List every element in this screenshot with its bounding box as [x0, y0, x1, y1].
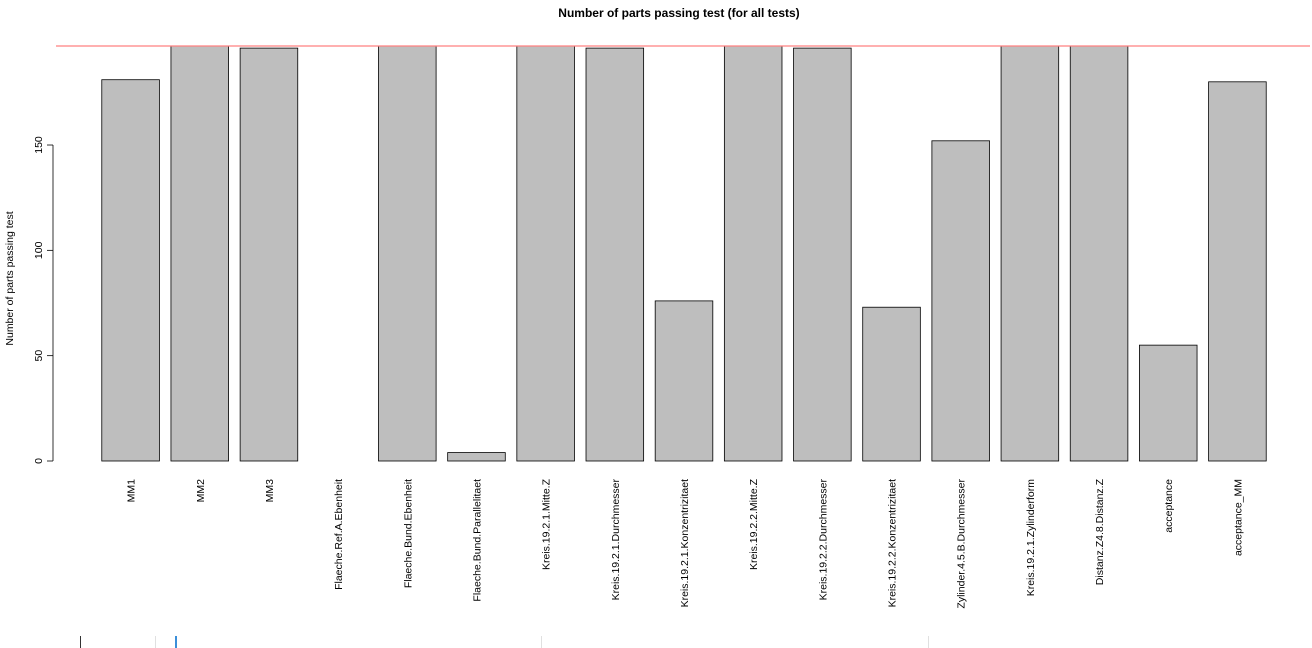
window-edge-fragment — [175, 636, 177, 648]
x-axis-labels: MM1 MM2 MM3 Flaeche.Ref.A.Ebenheit Flaeche.B… — [126, 478, 1245, 608]
x-tick-label: Kreis.19.2.1.Konzentrizitaet — [679, 479, 691, 607]
x-tick-label: Kreis.19.2.1.Mitte.Z — [541, 478, 553, 570]
x-tick-label: Kreis.19.2.2.Durchmesser — [817, 479, 829, 601]
x-tick-label: MM1 — [126, 479, 138, 502]
x-tick-label: Kreis.19.2.1.Durchmesser — [610, 479, 622, 601]
x-tick-label: MM3 — [264, 479, 276, 502]
bar — [931, 140, 990, 462]
x-tick-label: Distanz.Z4.8.Distanz.Z — [1094, 478, 1106, 585]
x-tick-label: Kreis.19.2.2.Konzentrizitaet — [887, 479, 899, 607]
x-tick-label: acceptance_MM — [1232, 479, 1244, 556]
bar — [447, 452, 506, 462]
y-tick-label: 50 — [33, 350, 45, 362]
y-tick-label: 150 — [33, 136, 45, 154]
bar — [1208, 81, 1267, 462]
bar — [862, 306, 921, 462]
bar — [1139, 344, 1198, 462]
bars-group — [101, 45, 1267, 462]
x-tick-label: Flaeche.Bund.Ebenheit — [402, 479, 414, 588]
y-axis-label: Number of parts passing test — [4, 211, 16, 345]
bar — [378, 45, 437, 462]
bar — [723, 45, 783, 462]
y-tick-label: 100 — [33, 241, 45, 259]
y-tick-label: 0 — [33, 458, 45, 464]
x-tick-label: Zylinder.4.5.B.Durchmesser — [956, 479, 968, 609]
bar — [1069, 45, 1129, 462]
bar — [585, 47, 645, 462]
window-edge-fragment — [928, 636, 929, 648]
x-tick-label: MM2 — [195, 479, 207, 502]
bar — [239, 47, 299, 462]
x-tick-label: Kreis.19.2.2.Mitte.Z — [748, 478, 760, 570]
y-axis: 0 50 100 150 — [33, 136, 54, 464]
x-tick-label: Flaeche.Bund.Parallelitaet — [471, 479, 483, 602]
x-tick-label: acceptance — [1163, 479, 1175, 533]
bar — [654, 300, 714, 462]
x-tick-label: Kreis.19.2.1.Zylinderform — [1025, 479, 1037, 597]
x-tick-label: Flaeche.Ref.A.Ebenheit — [333, 479, 345, 590]
bar — [170, 45, 229, 462]
bar — [101, 79, 160, 462]
bar — [1000, 45, 1060, 462]
chart-title: Number of parts passing test (for all te… — [558, 6, 799, 20]
bar — [516, 45, 575, 462]
window-edge-fragment — [80, 636, 81, 648]
window-edge-fragment — [155, 636, 156, 648]
bar — [793, 47, 852, 462]
window-edge-fragment — [541, 636, 542, 648]
